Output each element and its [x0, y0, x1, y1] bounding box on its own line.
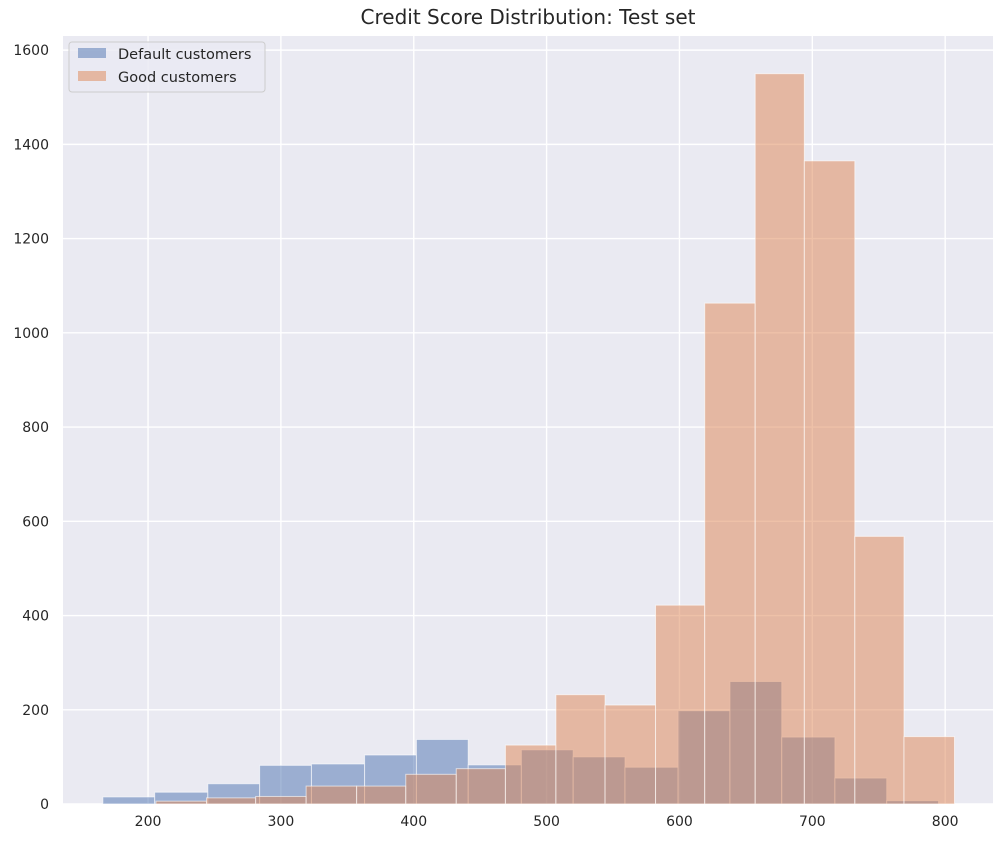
y-tick-label: 200	[22, 703, 49, 719]
histogram-bar	[803, 160, 856, 805]
x-tick-label: 300	[268, 814, 295, 830]
histogram-bar	[704, 302, 756, 805]
histogram-bar	[555, 694, 606, 805]
series-1	[155, 73, 955, 805]
x-tick-label: 700	[799, 814, 826, 830]
histogram-bar	[504, 744, 557, 805]
histogram-bar	[655, 604, 706, 805]
histogram-bar	[754, 73, 805, 805]
legend-swatch-good	[78, 71, 106, 81]
y-tick-label: 0	[40, 797, 49, 813]
chart-title: Credit Score Distribution: Test set	[361, 5, 696, 29]
histogram-bar	[356, 785, 407, 805]
histogram-bar	[903, 736, 955, 805]
bars	[102, 73, 955, 805]
histogram-bar	[455, 768, 506, 805]
histogram-bar	[405, 773, 457, 805]
y-tick-label: 1600	[13, 43, 49, 59]
x-tick-label: 800	[932, 814, 959, 830]
histogram-bar	[155, 800, 207, 805]
histogram-bar	[255, 795, 307, 805]
y-tick-label: 1200	[13, 232, 49, 248]
histogram-bar	[854, 535, 905, 805]
y-tick-label: 1000	[13, 326, 49, 342]
legend-label-good: Good customers	[118, 70, 237, 86]
x-tick-label: 600	[666, 814, 693, 830]
y-tick-label: 800	[22, 420, 49, 436]
x-tick-label: 200	[135, 814, 162, 830]
tick-labels: 200 300 400 500 600 700 800 0 200 400 600 800 1000 12…	[13, 43, 958, 830]
legend-swatch-default	[78, 48, 106, 58]
y-tick-label: 600	[22, 514, 49, 530]
legend-box	[68, 41, 266, 93]
histogram-bar	[205, 797, 257, 805]
x-tick-label: 500	[533, 814, 560, 830]
x-tick-label: 400	[400, 814, 427, 830]
legend-label-default: Default customers	[118, 47, 251, 63]
legend: Default customers Good customers	[68, 41, 266, 93]
histogram-bar	[102, 796, 156, 805]
y-tick-label: 1400	[13, 137, 49, 153]
histogram-bar	[604, 704, 657, 805]
histogram-bar	[305, 785, 358, 805]
y-tick-label: 400	[22, 609, 49, 625]
